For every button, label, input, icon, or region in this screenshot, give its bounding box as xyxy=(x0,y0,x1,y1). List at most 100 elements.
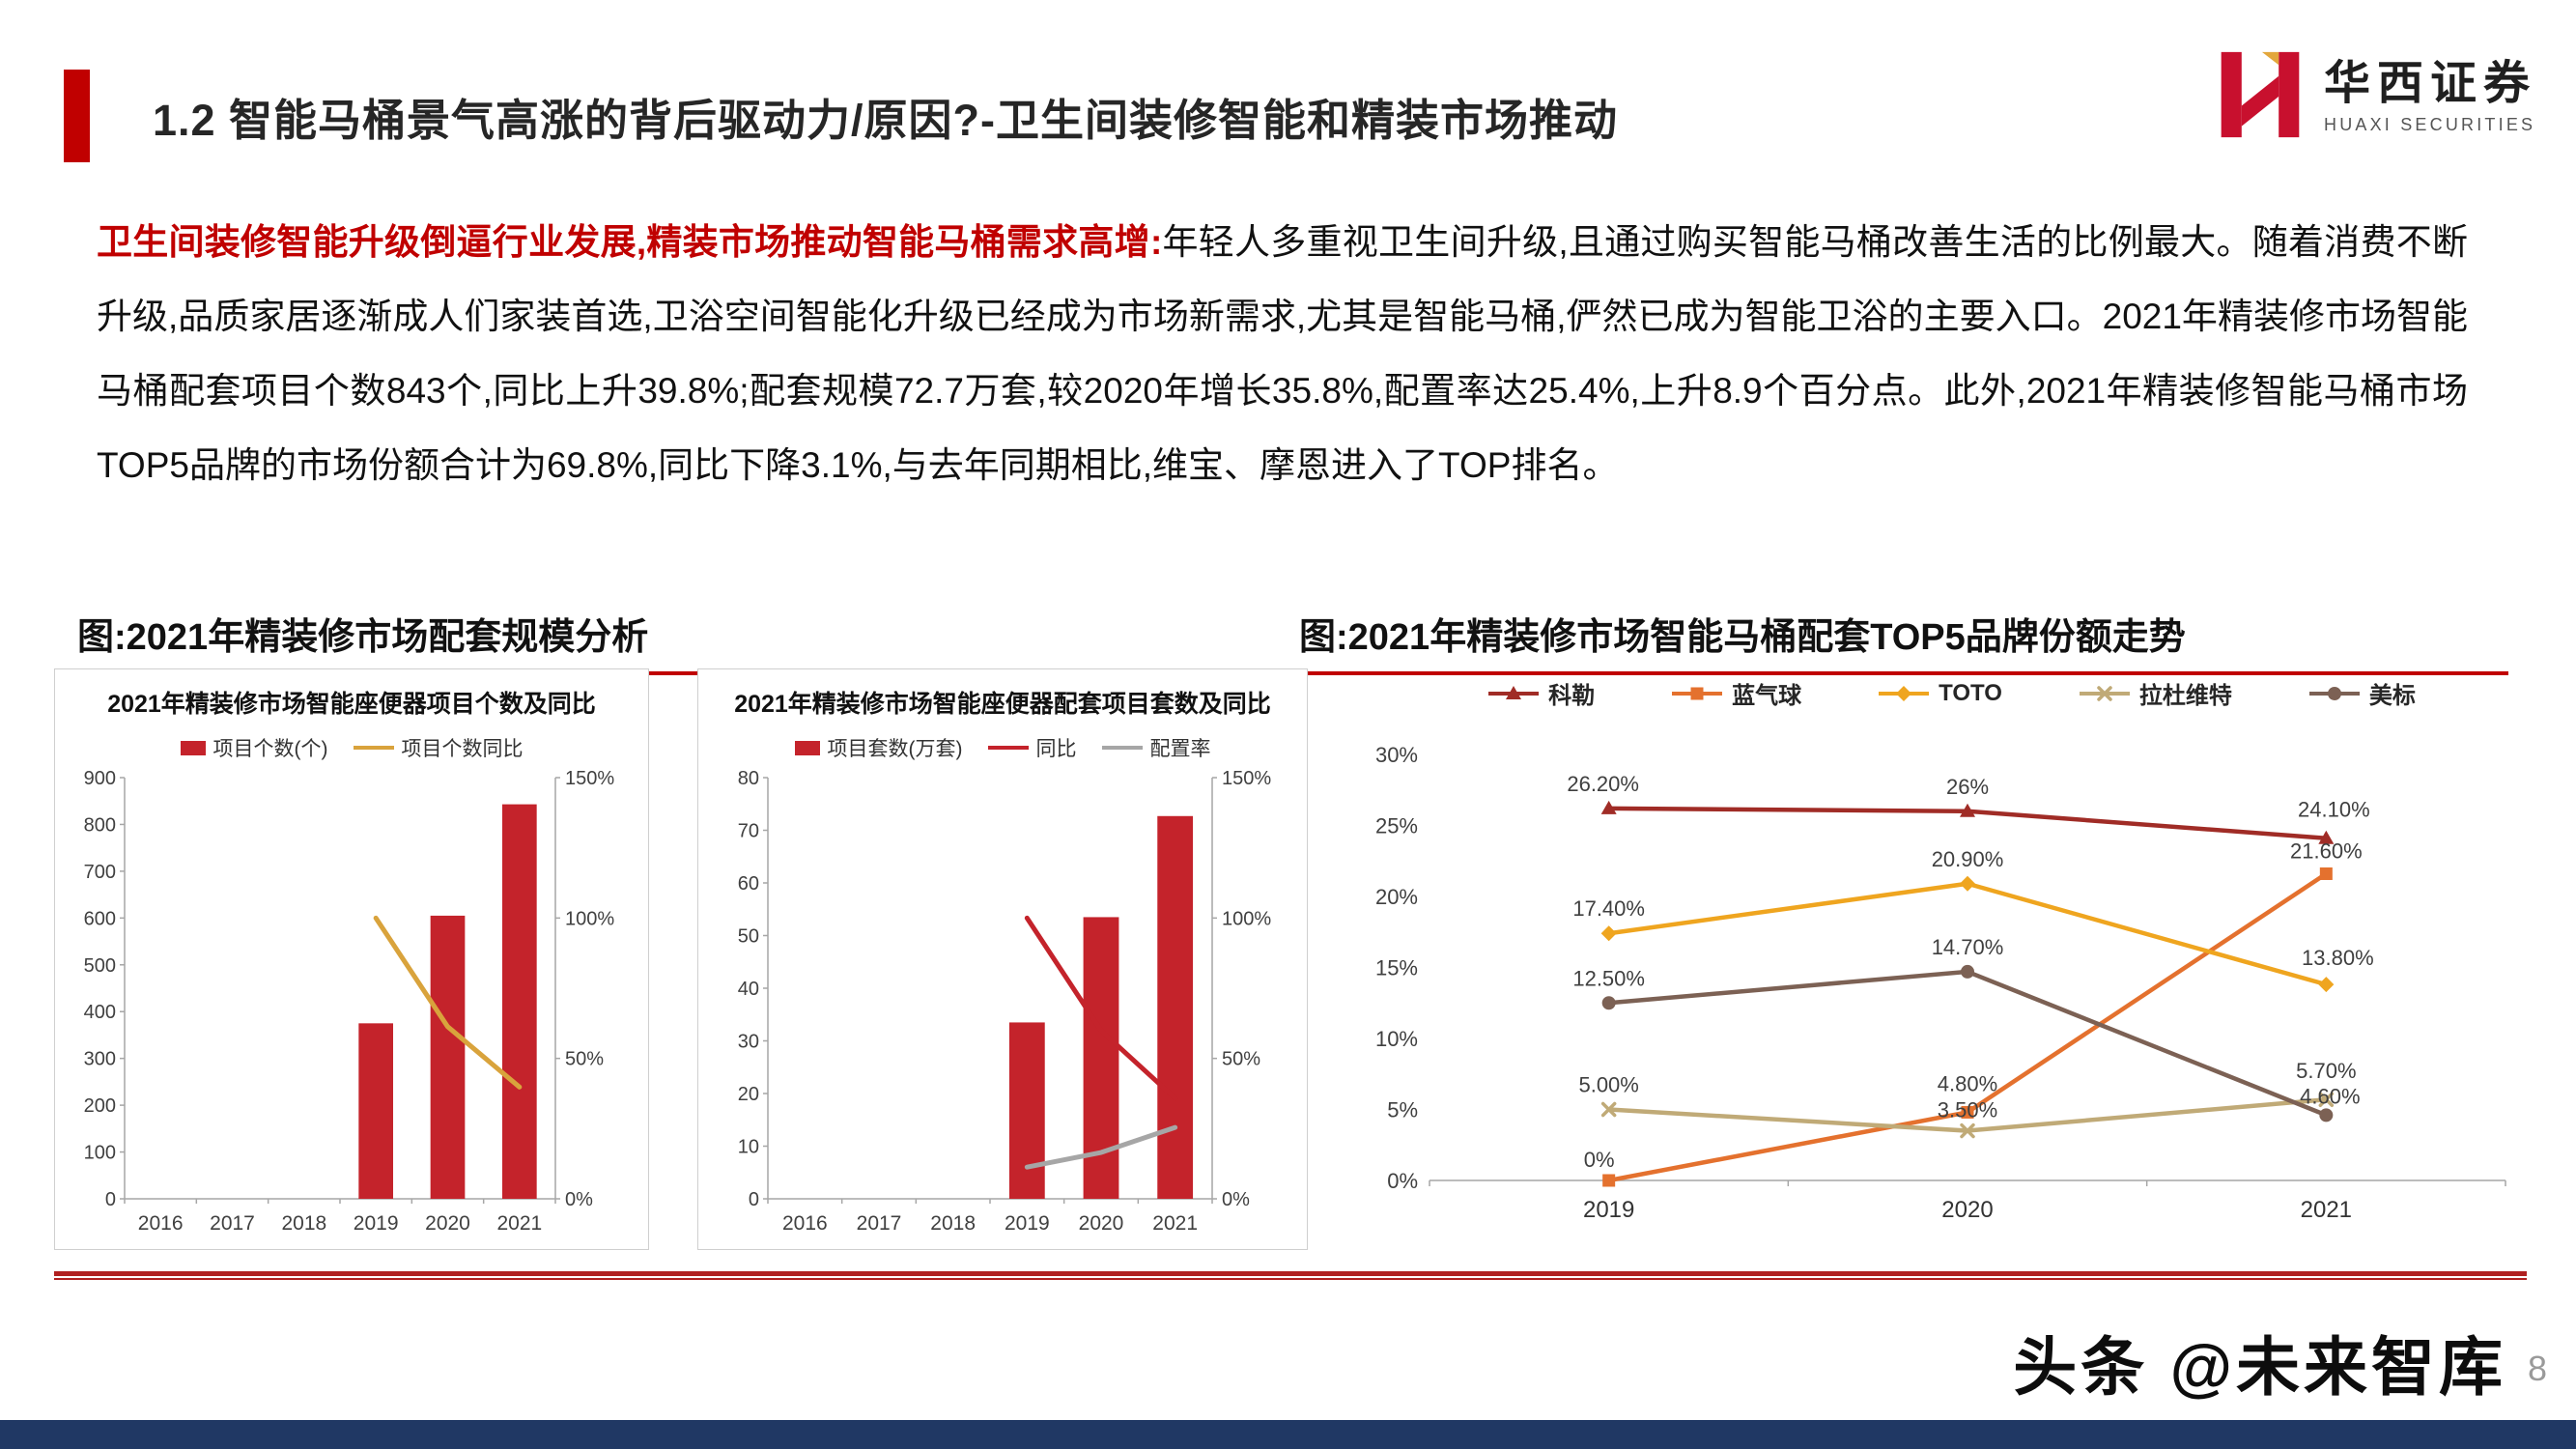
svg-text:900: 900 xyxy=(84,768,116,789)
svg-text:80: 80 xyxy=(738,768,759,789)
svg-text:2020: 2020 xyxy=(425,1212,470,1235)
chart-title-project-count: 2021年精装修市场智能座便器项目个数及同比 xyxy=(107,691,596,718)
svg-text:5.00%: 5.00% xyxy=(1578,1073,1638,1097)
chart-panel-brand-share: 科勒 蓝气球 TOTO 拉杜维特 美标 0% 5% 10% 15% 20% 25% 30% 2019 2… xyxy=(1352,676,2550,1256)
figure-title-right: 图:2021年精装修市场智能马桶配套TOP5品牌份额走势 xyxy=(1299,607,2508,675)
svg-text:14.70%: 14.70% xyxy=(1932,935,2004,959)
svg-text:400: 400 xyxy=(84,1002,116,1023)
svg-text:4.60%: 4.60% xyxy=(2300,1084,2360,1108)
huaxi-logo-text: 华西证券 HUAXI SECURITIES xyxy=(2324,58,2537,135)
series-swatch xyxy=(1672,687,1723,699)
line-swatch xyxy=(353,746,394,750)
line-swatch xyxy=(1101,746,1143,750)
chart-legend-unit-count: 项目套数(万套) 同比 配置率 xyxy=(706,733,1299,762)
svg-text:20.90%: 20.90% xyxy=(1932,847,2004,871)
svg-text:10%: 10% xyxy=(1375,1027,1418,1051)
page-number: 8 xyxy=(2527,1349,2547,1388)
svg-text:0%: 0% xyxy=(1387,1169,1418,1193)
svg-text:2019: 2019 xyxy=(354,1212,399,1235)
svg-text:2019: 2019 xyxy=(1005,1212,1050,1235)
line-配置率 xyxy=(1024,1124,1178,1170)
svg-text:50%: 50% xyxy=(565,1049,604,1070)
svg-text:700: 700 xyxy=(84,862,116,883)
intro-body: 年轻人多重视卫生间升级,且通过购买智能马桶改善生活的比例最大。随着消费不断升级,… xyxy=(97,222,2468,485)
svg-text:13.80%: 13.80% xyxy=(2302,946,2374,970)
unit-count-chart: 0 10 20 30 40 50 60 70 80 0% 50% 100% 150% 2016 2017 20… xyxy=(738,768,1272,1235)
chart-legend-project-count: 项目个数(个) 项目个数同比 xyxy=(63,733,640,762)
svg-text:0: 0 xyxy=(749,1189,759,1210)
svg-text:60: 60 xyxy=(738,873,759,895)
bar-swatch xyxy=(794,740,820,755)
svg-text:3.50%: 3.50% xyxy=(1938,1098,1997,1122)
svg-text:12.50%: 12.50% xyxy=(1572,966,1645,990)
svg-text:26%: 26% xyxy=(1946,775,1989,799)
intro-lead: 卫生间装修智能升级倒逼行业发展,精装市场推动智能马桶需求高增: xyxy=(97,222,1163,262)
figure-title-left: 图:2021年精装修市场配套规模分析 xyxy=(77,607,1267,675)
svg-text:17.40%: 17.40% xyxy=(1572,896,1645,921)
svg-text:2021: 2021 xyxy=(496,1212,542,1235)
svg-text:2020: 2020 xyxy=(1941,1197,1993,1223)
project-count-chart: 0 100 200 300 400 500 600 700 800 900 0% 50% 100% 150… xyxy=(84,768,615,1235)
svg-text:5.70%: 5.70% xyxy=(2296,1059,2356,1083)
legend-item: 项目个数(个) xyxy=(180,733,328,762)
svg-text:300: 300 xyxy=(84,1049,116,1070)
series-swatch xyxy=(1879,685,1930,701)
svg-text:25%: 25% xyxy=(1375,814,1418,838)
logo-en-label: HUAXI SECURITIES xyxy=(2324,115,2536,134)
line-swatch xyxy=(987,746,1029,750)
svg-text:0%: 0% xyxy=(1222,1189,1250,1210)
chart-legend-brand-share: 科勒 蓝气球 TOTO 拉杜维特 美标 xyxy=(1352,676,2550,710)
huaxi-logo-icon xyxy=(2214,48,2307,146)
svg-text:50: 50 xyxy=(738,926,759,948)
svg-text:0%: 0% xyxy=(565,1189,593,1210)
svg-text:2017: 2017 xyxy=(210,1212,255,1235)
svg-text:150%: 150% xyxy=(1222,768,1271,789)
svg-text:200: 200 xyxy=(84,1095,116,1117)
svg-text:20: 20 xyxy=(738,1084,759,1105)
legend-item: 项目个数同比 xyxy=(353,733,524,762)
bars-group xyxy=(358,804,537,1199)
legend-item: 科勒 xyxy=(1486,676,1595,710)
svg-text:10: 10 xyxy=(738,1137,759,1158)
svg-text:100%: 100% xyxy=(565,908,614,929)
svg-text:2021: 2021 xyxy=(1152,1212,1198,1235)
svg-text:0: 0 xyxy=(105,1189,116,1210)
legend-item: 项目套数(万套) xyxy=(794,733,963,762)
svg-text:2019: 2019 xyxy=(1583,1197,1634,1223)
svg-text:70: 70 xyxy=(738,821,759,842)
svg-text:2018: 2018 xyxy=(930,1212,976,1235)
svg-text:2016: 2016 xyxy=(138,1212,184,1235)
page-title: 1.2 智能马桶景气高涨的背后驱动力/原因?-卫生间装修智能和精装市场推动 xyxy=(153,96,1619,145)
legend-item: 蓝气球 xyxy=(1670,676,1801,710)
watermark-text: 头条 @未来智库 xyxy=(2013,1331,2506,1403)
bottom-divider-rule xyxy=(54,1271,2527,1280)
svg-text:0%: 0% xyxy=(1584,1148,1615,1172)
logo-cn-label: 华西证券 xyxy=(2324,58,2537,110)
title-accent-bar xyxy=(64,70,90,162)
svg-text:150%: 150% xyxy=(565,768,614,789)
svg-text:2020: 2020 xyxy=(1079,1212,1124,1235)
svg-text:2016: 2016 xyxy=(782,1212,828,1235)
legend-item: 美标 xyxy=(2307,676,2416,710)
huaxi-logo: 华西证券 HUAXI SECURITIES xyxy=(2214,48,2536,146)
svg-text:24.10%: 24.10% xyxy=(2298,798,2370,822)
svg-text:30%: 30% xyxy=(1375,743,1418,767)
footer-bar xyxy=(0,1420,2576,1449)
intro-paragraph: 卫生间装修智能升级倒逼行业发展,精装市场推动智能马桶需求高增:年轻人多重视卫生间… xyxy=(97,205,2468,502)
chart-panel-project-count: 2021年精装修市场智能座便器项目个数及同比 项目个数(个) 项目个数同比 0 10… xyxy=(54,668,649,1250)
svg-text:5%: 5% xyxy=(1387,1098,1418,1122)
svg-text:2021: 2021 xyxy=(2301,1197,2352,1223)
bar-swatch xyxy=(180,740,206,755)
legend-item: TOTO xyxy=(1877,680,2002,707)
svg-text:100: 100 xyxy=(84,1143,116,1164)
svg-text:4.80%: 4.80% xyxy=(1938,1071,1997,1095)
line-项目个数同比 xyxy=(373,915,523,1090)
svg-text:100%: 100% xyxy=(1222,908,1271,929)
brand-share-chart: 0% 5% 10% 15% 20% 25% 30% 2019 2020 2021 26.20% 26%… xyxy=(1375,743,2506,1223)
legend-item: 同比 xyxy=(987,733,1077,762)
svg-text:40: 40 xyxy=(738,979,759,1000)
svg-text:2018: 2018 xyxy=(281,1212,326,1235)
series-swatch xyxy=(2308,686,2360,700)
svg-text:15%: 15% xyxy=(1375,956,1418,980)
